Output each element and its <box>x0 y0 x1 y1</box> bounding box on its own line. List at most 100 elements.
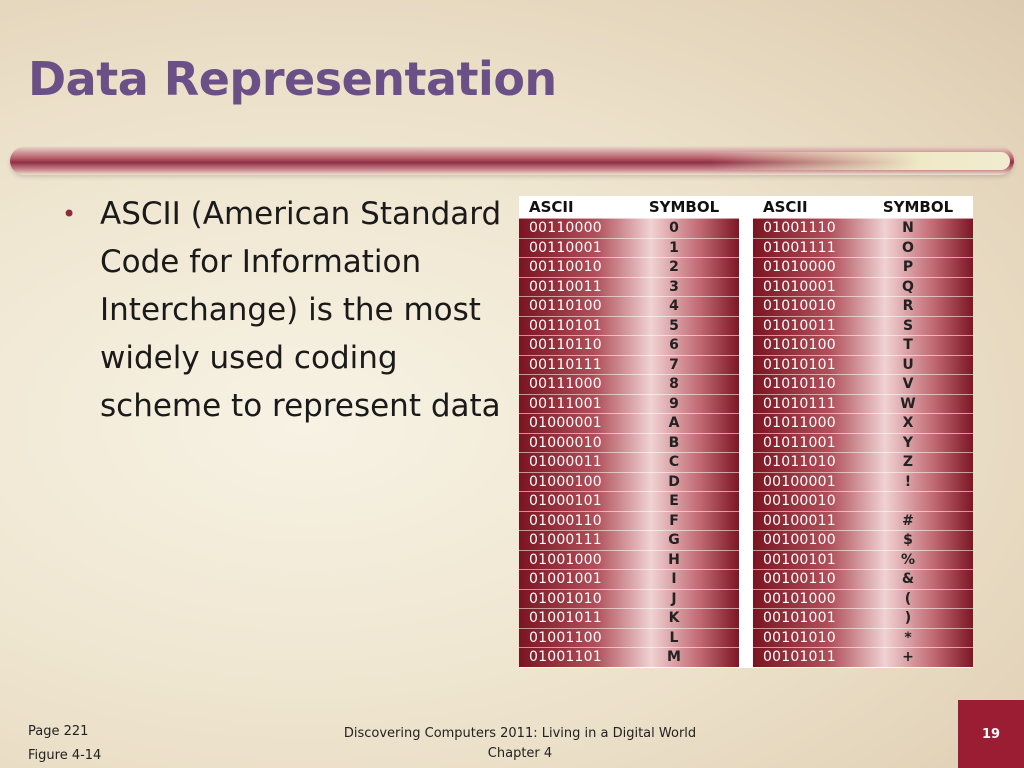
ascii-symbol: & <box>901 571 915 588</box>
header-ascii: ASCII <box>529 198 574 216</box>
ascii-symbol: 1 <box>669 239 679 256</box>
ascii-column-right: ASCII SYMBOL 01001110 N 01001111 O 01010000 P… <box>753 196 973 667</box>
ascii-symbol: G <box>668 532 680 549</box>
ascii-symbol: N <box>902 220 914 237</box>
table-row: 01001010 J <box>519 588 739 609</box>
table-row: 01001111 O <box>753 237 973 258</box>
table-row: 01000110 F <box>519 510 739 531</box>
ascii-symbol: 2 <box>669 259 679 276</box>
ascii-code: 00100101 <box>763 551 836 568</box>
table-row: 01010001 Q <box>753 276 973 297</box>
ascii-code: 01010101 <box>763 356 836 373</box>
ascii-symbol: ( <box>904 590 912 607</box>
ascii-code: 01010010 <box>763 298 836 315</box>
ascii-symbol: F <box>669 512 679 529</box>
ascii-code: 01000011 <box>529 454 602 471</box>
ascii-code: 01010011 <box>763 317 836 334</box>
ascii-code: 01000100 <box>529 473 602 490</box>
ascii-symbol: 0 <box>669 220 679 237</box>
table-row: 00110110 6 <box>519 335 739 355</box>
table-row: 00100100 $ <box>753 530 973 550</box>
ascii-code: 00101000 <box>763 590 836 607</box>
ascii-code: 01000110 <box>529 512 602 529</box>
ascii-symbol: ! <box>904 473 912 490</box>
ascii-symbol: Y <box>902 434 914 451</box>
ascii-code: 00100011 <box>763 512 836 529</box>
ascii-symbol: 3 <box>669 278 679 295</box>
header-ascii: ASCII <box>763 198 808 216</box>
ascii-symbol: M <box>667 649 681 666</box>
ascii-symbol: T <box>903 337 913 354</box>
table-row: 01001000 H <box>519 549 739 570</box>
ascii-code: 00111001 <box>529 395 602 412</box>
footer-book-info: Discovering Computers 2011: Living in a … <box>300 724 740 764</box>
table-row: 00110011 3 <box>519 276 739 297</box>
slide-title: Data Representation <box>28 52 557 106</box>
ascii-symbol: B <box>668 434 680 451</box>
ascii-column-left: ASCII SYMBOL 00110000 0 00110001 1 00110010 2… <box>519 196 739 667</box>
ascii-symbol: 8 <box>669 376 679 393</box>
ascii-code: 00110100 <box>529 298 602 315</box>
table-row: 01010111 W <box>753 393 973 414</box>
header-symbol: SYMBOL <box>648 198 720 216</box>
ascii-code: 00110110 <box>529 337 602 354</box>
table-row: 01000011 C <box>519 452 739 472</box>
ascii-symbol: K <box>668 610 680 627</box>
table-row: 01000001 A <box>519 413 739 433</box>
bullet-point: • ASCII (American Standard Code for Info… <box>62 190 502 430</box>
table-row: 01001011 K <box>519 608 739 628</box>
table-row: 00111001 9 <box>519 393 739 414</box>
ascii-code: 01010100 <box>763 337 836 354</box>
ascii-symbol: E <box>669 493 679 510</box>
table-row: 00110001 1 <box>519 237 739 258</box>
ascii-code: 01010000 <box>763 259 836 276</box>
footer-reference: Page 221 Figure 4-14 <box>28 720 101 768</box>
table-row: 01001001 I <box>519 569 739 589</box>
ascii-code: 00101001 <box>763 610 836 627</box>
header-symbol: SYMBOL <box>882 198 954 216</box>
ascii-symbol: D <box>668 473 680 490</box>
table-row: 01011000 X <box>753 413 973 433</box>
table-row: 01000101 E <box>519 491 739 511</box>
ascii-table-figure: ASCII SYMBOL 00110000 0 00110001 1 00110010 2… <box>519 196 973 668</box>
ascii-symbol: 4 <box>669 298 679 315</box>
table-row: 01001110 N <box>753 218 973 238</box>
table-row: 00100001! <box>753 471 973 492</box>
ascii-code: 00100001 <box>763 473 836 490</box>
figure-reference: Figure 4-14 <box>28 748 102 763</box>
table-row: 01010010 R <box>753 296 973 316</box>
ascii-symbol: V <box>902 376 914 393</box>
table-row: 00100010 <box>753 491 973 511</box>
ascii-code: 01010110 <box>763 376 836 393</box>
ascii-code: 01000010 <box>529 434 602 451</box>
ascii-code: 00100100 <box>763 532 836 549</box>
table-row: 01000111 G <box>519 530 739 550</box>
ascii-symbol: H <box>668 551 680 568</box>
ascii-code: 01001011 <box>529 610 602 627</box>
ascii-code: 01001100 <box>529 629 602 646</box>
ascii-symbol: U <box>902 356 914 373</box>
ascii-symbol: + <box>902 649 914 666</box>
table-row: 01010011 S <box>753 315 973 336</box>
ascii-code: 00110001 <box>529 239 602 256</box>
ascii-symbol: X <box>902 415 914 432</box>
table-row: 01001100 L <box>519 627 739 648</box>
ascii-code: 01011001 <box>763 434 836 451</box>
ascii-code: 00111000 <box>529 376 602 393</box>
table-row: 00101010 * <box>753 627 973 648</box>
ascii-symbol: C <box>668 454 680 471</box>
table-row: 00110101 5 <box>519 315 739 336</box>
ascii-code: 01000001 <box>529 415 602 432</box>
table-row: 01001101 M <box>519 647 739 667</box>
column-header: ASCII SYMBOL <box>753 196 973 218</box>
ascii-symbol: I <box>671 571 677 588</box>
ascii-symbol: 7 <box>669 356 679 373</box>
chapter-label: Chapter 4 <box>487 746 553 761</box>
ascii-symbol: J <box>671 590 677 607</box>
table-row: 00101011 + <box>753 647 973 667</box>
table-row: 01010101 U <box>753 354 973 375</box>
ascii-code: 00110011 <box>529 278 602 295</box>
bullet-icon: • <box>62 200 77 228</box>
ascii-code: 01001000 <box>529 551 602 568</box>
ascii-code: 01001111 <box>763 239 836 256</box>
